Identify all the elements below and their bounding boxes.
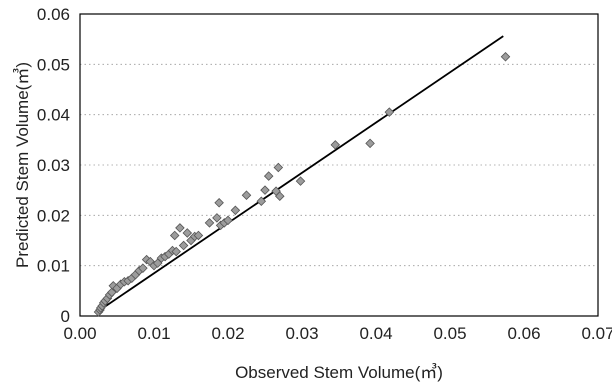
data-point — [212, 213, 222, 223]
data-point — [182, 228, 193, 238]
x-axis-title: Observed Stem Volume(㎥) — [235, 363, 443, 382]
x-tick-label: 0.04 — [359, 324, 392, 343]
x-tick-label: 0.01 — [137, 324, 170, 343]
data-point — [241, 190, 252, 200]
x-tick-label: 0.05 — [433, 324, 466, 343]
data-point — [193, 230, 204, 241]
grid — [80, 63, 598, 267]
y-tick-label: 0.05 — [37, 55, 70, 74]
x-tick-label: 0.07 — [581, 324, 612, 343]
data-point — [365, 138, 375, 149]
plot-frame — [79, 13, 599, 317]
data-point — [256, 196, 267, 207]
data-point — [230, 205, 241, 216]
data-point — [500, 52, 511, 62]
x-tick-label: 0.03 — [285, 324, 318, 343]
y-tick-label: 0.04 — [37, 106, 70, 125]
y-axis-title: Predicted Stem Volume(㎥) — [13, 62, 32, 268]
data-point — [273, 162, 284, 173]
data-point — [384, 107, 395, 117]
data-points — [93, 52, 511, 317]
x-tick-label: 0.02 — [211, 324, 244, 343]
x-axis-tick-labels: 0.00 0.01 0.02 0.03 0.04 0.05 0.06 0.07 — [63, 324, 612, 343]
data-point — [175, 223, 185, 233]
data-point — [260, 185, 270, 195]
x-tick-label: 0.06 — [507, 324, 540, 343]
fit-line-layer — [97, 35, 504, 312]
data-point — [169, 230, 180, 241]
data-point — [178, 240, 189, 251]
data-point — [138, 263, 148, 273]
y-tick-label: 0 — [61, 307, 70, 326]
y-axis-tick-labels: 0 0.01 0.02 0.03 0.04 0.05 0.06 — [37, 5, 70, 326]
data-point — [295, 176, 306, 186]
data-point — [263, 171, 274, 181]
y-tick-label: 0.03 — [37, 156, 70, 175]
y-tick-label: 0.01 — [37, 257, 70, 276]
x-tick-label: 0.00 — [63, 324, 96, 343]
data-point — [330, 140, 341, 150]
data-point — [214, 197, 224, 208]
data-point — [275, 191, 285, 201]
regression-line — [97, 35, 504, 312]
data-point — [223, 215, 233, 226]
y-tick-label: 0.06 — [37, 5, 70, 24]
y-tick-label: 0.02 — [37, 206, 70, 225]
data-point — [107, 287, 117, 298]
data-point — [171, 246, 181, 257]
data-point — [204, 218, 215, 228]
